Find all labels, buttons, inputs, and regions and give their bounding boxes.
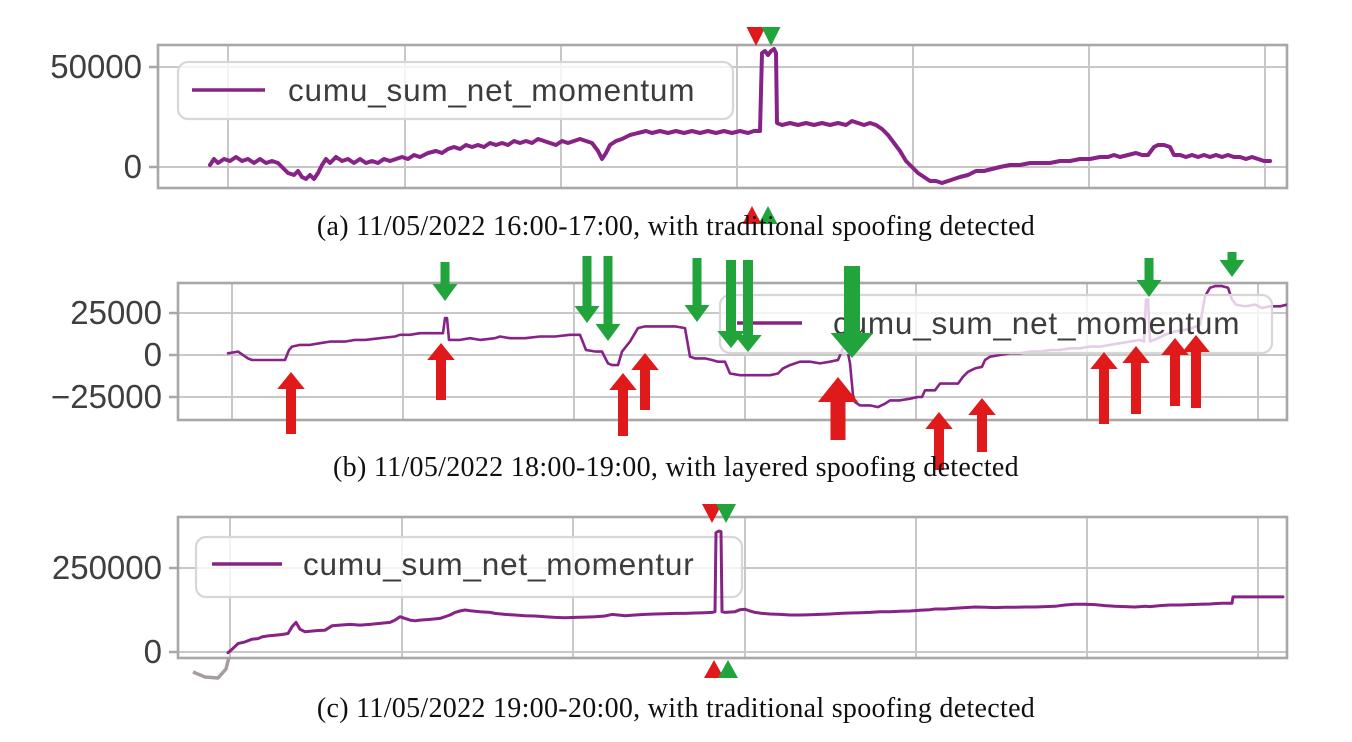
- spoof-marker-triangle-red: [702, 504, 722, 523]
- momentum-line: [226, 529, 1285, 655]
- caption-chart-c: (c) 11/05/2022 19:00-20:00, with traditi…: [316, 693, 1036, 724]
- spoof-arrow-red-up: [968, 398, 996, 452]
- plot-frame: [156, 43, 1289, 190]
- y-tick-label: 0: [124, 148, 142, 185]
- spoof-arrow-green-down: [595, 256, 621, 341]
- spoof-arrow-green-down: [1219, 252, 1245, 277]
- spoof-arrow-red-up: [277, 372, 305, 434]
- spoof-marker-triangle-green: [758, 206, 778, 224]
- spoof-marker-triangle-green: [716, 504, 736, 523]
- legend-box: [176, 60, 735, 121]
- spoof-arrow-green-down: [574, 256, 600, 323]
- spoof-arrow-green-down: [1136, 258, 1162, 297]
- spoof-marker-triangle-red: [746, 27, 766, 46]
- y-tick-label: 50000: [50, 48, 142, 85]
- spoof-arrow-green-down: [432, 262, 458, 301]
- spoof-marker-triangle-green: [718, 660, 738, 678]
- spoof-arrow-red-up: [1182, 335, 1210, 408]
- spoof-marker-triangle-green: [761, 27, 781, 46]
- legend-label: cumu_sum_net_momentur: [303, 546, 694, 582]
- y-tick-label: 250000: [52, 549, 162, 586]
- spoof-marker-triangle-red: [742, 206, 762, 224]
- spoof-arrow-red-up: [427, 343, 455, 400]
- spoof-arrow-green-down: [684, 258, 710, 322]
- y-tick-label: 0: [144, 633, 162, 670]
- y-tick-label: 0: [144, 336, 162, 373]
- spoof-arrow-red-up: [609, 373, 637, 436]
- legend-label: cumu_sum_net_momentum: [833, 305, 1240, 341]
- spoof-arrow-red-up: [1122, 346, 1150, 414]
- caption-chart-a: (a) 11/05/2022 16:00-17:00, with traditi…: [316, 211, 1036, 242]
- caption-chart-b: (b) 11/05/2022 18:00-19:00, with layered…: [333, 452, 1019, 483]
- spoof-arrow-green-down: [717, 260, 745, 348]
- spoof-arrow-red-up: [631, 353, 659, 410]
- y-tick-label: 25000: [70, 294, 162, 331]
- spoof-arrow-red-up: [817, 377, 859, 440]
- spoof-arrow-green-down: [830, 266, 874, 358]
- spoof-arrow-red-up: [1090, 352, 1118, 424]
- y-tick-label: −25000: [51, 378, 162, 415]
- legend-label: cumu_sum_net_momentum: [288, 72, 695, 108]
- momentum-line: [208, 47, 1272, 185]
- spoof-arrow-red-up: [1161, 338, 1189, 406]
- spoof-marker-triangle-red: [704, 660, 724, 678]
- legend-box: [194, 535, 744, 599]
- plot-frame: [176, 515, 1289, 660]
- spoof-arrow-red-up: [925, 412, 953, 470]
- below-axis-line-artifact: [192, 656, 231, 680]
- spoof-arrow-green-down: [734, 260, 762, 352]
